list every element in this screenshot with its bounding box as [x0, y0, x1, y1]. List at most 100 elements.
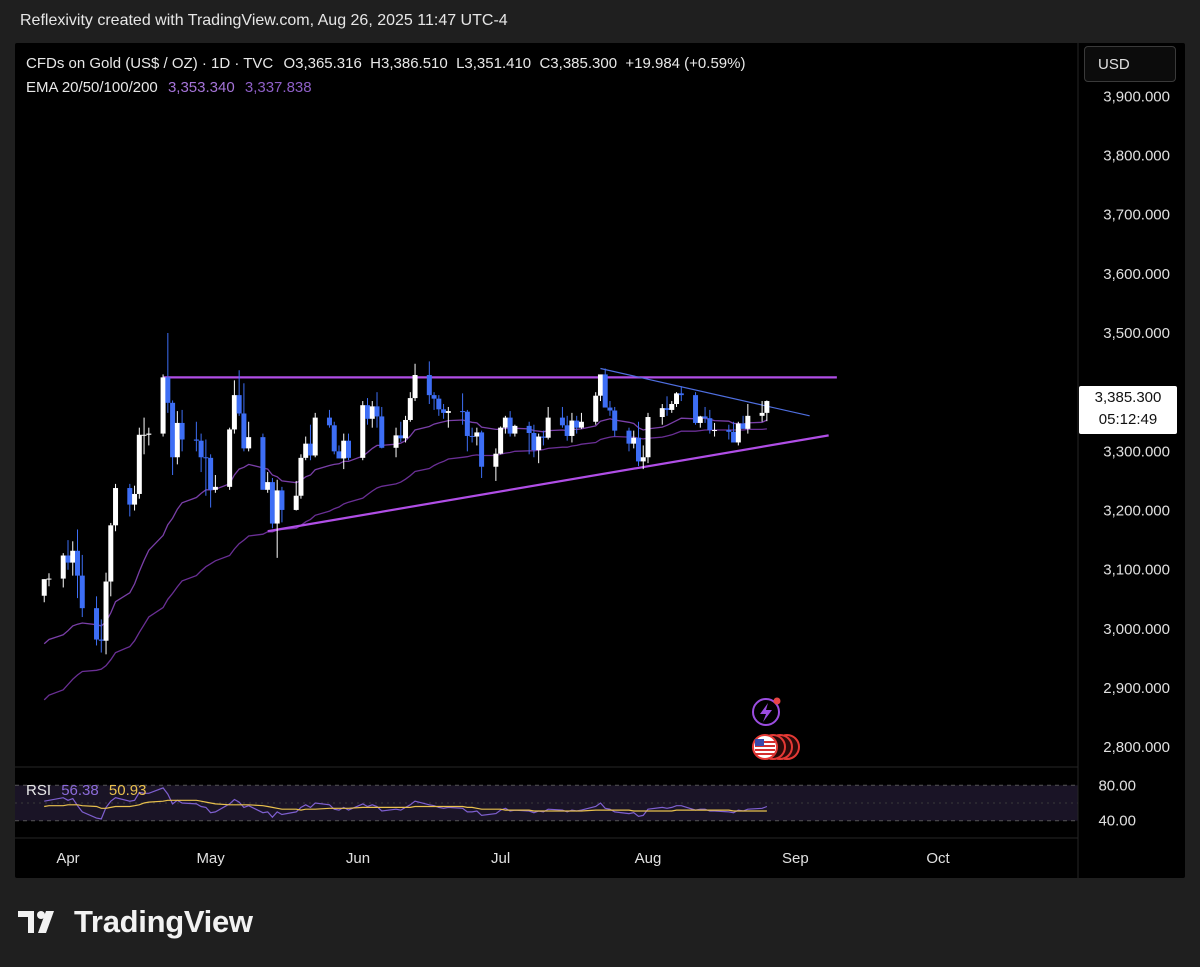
- candle-body: [412, 375, 418, 399]
- ema-indicator-label[interactable]: EMA 20/50/100/200: [26, 79, 158, 96]
- tradingview-logo-icon: [18, 911, 54, 933]
- candle-body: [431, 395, 437, 399]
- candle: [764, 400, 770, 422]
- candle: [398, 421, 404, 442]
- candle: [60, 553, 66, 588]
- candle: [479, 430, 485, 478]
- candle-body: [645, 417, 651, 458]
- price-tick-label: 2,800.000: [1103, 739, 1170, 756]
- candle: [645, 412, 651, 464]
- candle: [165, 332, 171, 413]
- candle: [607, 401, 613, 416]
- candle: [735, 421, 741, 446]
- candle: [493, 448, 499, 481]
- candle: [365, 398, 371, 425]
- candle: [540, 430, 546, 446]
- candle: [640, 445, 646, 470]
- candle-body: [479, 432, 485, 467]
- symbol-description[interactable]: CFDs on Gold (US$ / OZ) · 1D · TVC: [26, 55, 274, 72]
- candle: [726, 424, 732, 440]
- candle-body: [712, 430, 718, 432]
- tradingview-logo[interactable]: TradingView: [18, 902, 253, 942]
- candle-body: [436, 398, 442, 410]
- candle-body: [407, 398, 413, 420]
- candle-body: [174, 422, 180, 458]
- candle: [393, 427, 399, 458]
- currency-button[interactable]: USD: [1084, 46, 1176, 82]
- candle: [612, 406, 618, 437]
- candle: [360, 401, 366, 461]
- ema-value-2: 3,337.838: [244, 79, 312, 96]
- candle: [407, 392, 413, 422]
- candle-body: [231, 395, 237, 430]
- candle-body: [678, 393, 684, 396]
- candle-body: [193, 439, 199, 441]
- candle: [740, 415, 746, 429]
- candle-body: [379, 416, 385, 448]
- candle-body: [365, 405, 371, 419]
- candle: [231, 380, 237, 434]
- candle-body: [393, 435, 399, 448]
- candle-body: [759, 412, 765, 416]
- candle: [597, 374, 603, 402]
- candle-body: [227, 429, 233, 487]
- candle-body: [578, 421, 584, 428]
- candle-body: [664, 408, 670, 410]
- lightning-bolt: [760, 703, 772, 722]
- flag-stripe: [755, 741, 775, 743]
- candle-body: [279, 490, 285, 510]
- candle-body: [108, 525, 114, 582]
- candle: [369, 401, 375, 428]
- candle-body: [94, 608, 100, 640]
- candle: [179, 409, 185, 452]
- rsi-ma-value: 50.93: [108, 782, 147, 799]
- candle-body: [545, 417, 551, 438]
- candle-body: [203, 457, 209, 459]
- candle: [132, 485, 138, 511]
- candle: [312, 412, 318, 458]
- candle: [345, 433, 351, 461]
- time-axis-label: Jun: [346, 850, 370, 867]
- candle: [559, 406, 565, 428]
- time-axis-label: Jul: [491, 850, 510, 867]
- candle: [265, 472, 271, 493]
- candle-body: [559, 417, 565, 426]
- rsi-label[interactable]: RSI: [26, 782, 52, 799]
- candle-body: [341, 440, 347, 459]
- candle: [669, 401, 675, 413]
- rsi-tick-label: 40.00: [1098, 813, 1136, 830]
- flag-stripe: [755, 745, 775, 747]
- candle-body: [198, 440, 204, 458]
- price-tick-label: 3,800.000: [1103, 147, 1170, 164]
- candle-body: [103, 581, 109, 641]
- candle-body: [469, 435, 475, 437]
- candle-body: [512, 425, 518, 434]
- ema-50-line: [43, 428, 767, 701]
- candle: [635, 421, 641, 467]
- candle: [136, 427, 142, 499]
- candle: [702, 406, 708, 423]
- candle: [208, 454, 214, 508]
- candle-body: [246, 437, 252, 449]
- candle-body: [136, 434, 142, 494]
- candle: [759, 401, 765, 422]
- candle-body: [426, 375, 432, 396]
- candle: [326, 409, 332, 428]
- candle: [293, 480, 299, 511]
- time-axis-label: May: [196, 850, 225, 867]
- candle: [174, 411, 180, 465]
- candle-body: [274, 490, 280, 524]
- candle-body: [474, 432, 480, 437]
- candle: [626, 427, 632, 452]
- candle: [502, 415, 508, 434]
- candle: [678, 386, 684, 402]
- candle-body: [460, 411, 466, 413]
- candle-body: [740, 423, 746, 429]
- candle-body: [369, 406, 375, 419]
- candle-body: [303, 443, 309, 458]
- candle: [227, 427, 233, 490]
- candle: [331, 421, 337, 455]
- candle: [460, 393, 466, 425]
- candle: [531, 424, 537, 458]
